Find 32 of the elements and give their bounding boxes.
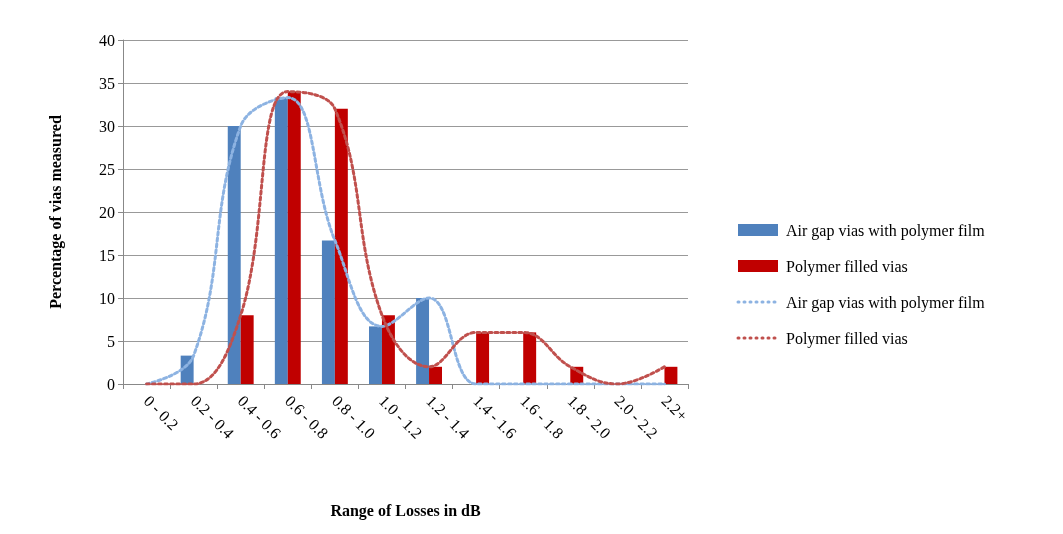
x-tick-label: 1.8 - 2.0 — [564, 391, 614, 442]
legend-label: Air gap vias with polymer film — [786, 221, 986, 240]
x-tick-label: 1.2 - 1.4 — [423, 391, 473, 442]
bar — [523, 332, 537, 384]
bar — [321, 240, 335, 384]
x-axis-title: Range of Losses in dB — [330, 501, 481, 520]
y-tick-label: 25 — [99, 160, 115, 178]
y-tick-label: 35 — [99, 74, 115, 92]
y-tick-label: 20 — [99, 203, 115, 221]
y-axis-title: Percentage of vias measured — [46, 115, 65, 309]
y-tick-label: 15 — [99, 246, 115, 264]
y-tick-label: 5 — [107, 332, 115, 350]
y-tick-label: 40 — [99, 31, 115, 49]
x-tick-label: 1.6 - 1.8 — [517, 391, 567, 442]
y-tick-label: 0 — [107, 375, 115, 393]
bar — [274, 97, 288, 384]
x-tick-label: 0 - 0.2 — [140, 391, 182, 434]
y-tick-label: 10 — [99, 289, 115, 307]
legend-label: Polymer filled vias — [786, 329, 908, 348]
bar — [664, 366, 678, 384]
x-tick-label: 1.4 - 1.6 — [470, 391, 520, 442]
legend-label: Polymer filled vias — [786, 257, 908, 276]
bar — [227, 126, 241, 384]
bar — [287, 91, 301, 384]
bar — [416, 298, 430, 384]
legend-label: Air gap vias with polymer film — [786, 293, 986, 312]
bar — [240, 315, 254, 384]
bar — [429, 366, 442, 384]
y-tick-label: 30 — [99, 117, 115, 135]
bar — [334, 108, 348, 384]
bar — [476, 332, 490, 384]
bar — [369, 326, 382, 384]
